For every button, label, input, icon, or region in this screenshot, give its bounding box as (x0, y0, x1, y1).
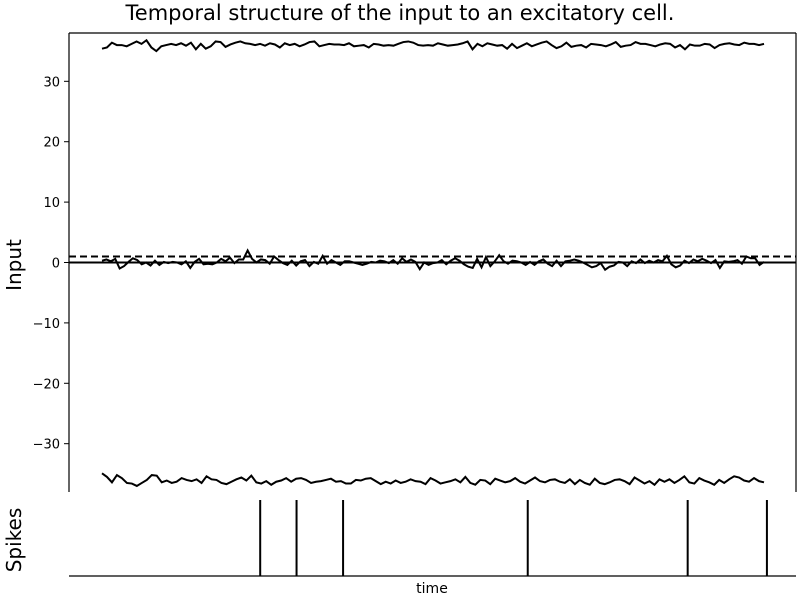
series-group (69, 38, 796, 488)
y-tick-label: 10 (43, 196, 60, 211)
series-line-1 (101, 248, 765, 272)
spikes-axis-label: Spikes (2, 508, 26, 573)
y-ticks: 30 20 10 0 −10 −20 −30 (33, 75, 69, 453)
y-tick-label: −10 (33, 317, 60, 332)
y-tick-label: 30 (43, 75, 60, 90)
input-plot: 30 20 10 0 −10 −20 −30 Input (2, 32, 797, 492)
series-line-0 (101, 38, 765, 53)
y-tick-label: 20 (43, 136, 60, 151)
y-axis-label: Input (2, 239, 26, 291)
y-tick-label: −20 (33, 377, 60, 392)
spikes-group (259, 500, 768, 576)
series-line-2 (101, 472, 765, 488)
x-axis-label: time (416, 581, 448, 597)
y-tick-label: −30 (33, 438, 60, 453)
y-tick-label: 0 (52, 257, 60, 272)
chart-title: Temporal structure of the input to an ex… (125, 1, 675, 25)
spikes-plot: Spikes time (2, 500, 796, 597)
